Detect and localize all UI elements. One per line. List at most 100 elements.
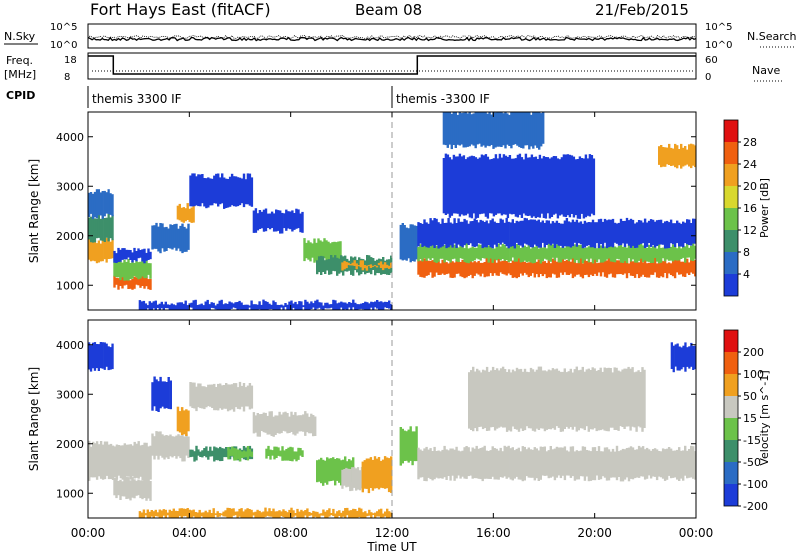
heatmap-cell	[486, 156, 490, 219]
heatmap-cell	[201, 450, 204, 458]
heatmap-cell	[464, 159, 468, 216]
heatmap-cell	[512, 158, 516, 215]
heatmap-cell	[91, 213, 95, 243]
heatmap-cell	[229, 449, 232, 456]
heatmap-cell	[356, 304, 359, 310]
heatmap-cell	[531, 243, 534, 264]
heatmap-cell	[545, 248, 548, 260]
heatmap-cell	[113, 258, 116, 277]
heatmap-cell	[239, 450, 242, 462]
heatmap-cell	[661, 261, 665, 278]
heatmap-cell	[370, 512, 373, 518]
heatmap-cell	[164, 509, 167, 518]
heatmap-cell	[374, 260, 377, 276]
heatmap-cell	[536, 112, 539, 148]
y-tick-label: 2000	[56, 438, 84, 451]
heatmap-cell	[475, 262, 478, 274]
heatmap-cell	[149, 251, 152, 260]
heatmap-cell	[242, 383, 246, 412]
heatmap-cell	[455, 246, 458, 262]
heatmap-cell	[127, 249, 130, 258]
heatmap-cell	[236, 302, 239, 310]
heatmap-cell	[482, 112, 485, 146]
heatmap-cell	[535, 220, 538, 246]
heatmap-cell	[500, 157, 504, 216]
heatmap-cell	[575, 366, 578, 432]
heatmap-cell	[527, 243, 530, 262]
heatmap-cell	[143, 476, 146, 498]
heatmap-cell	[653, 258, 657, 273]
heatmap-cell	[107, 346, 110, 371]
heatmap-cell	[456, 156, 460, 214]
heatmap-cell	[545, 220, 548, 245]
heatmap-cell	[234, 511, 237, 516]
heatmap-cell	[93, 240, 97, 262]
heatmap-cell	[450, 159, 454, 216]
x-axis-label: Time UT	[366, 540, 417, 554]
heatmap-cell	[137, 248, 140, 259]
heatmap-cell	[417, 247, 420, 262]
heatmap-cell	[260, 512, 263, 518]
heatmap-cell	[164, 301, 167, 309]
heatmap-cell	[435, 260, 438, 273]
heatmap-cell	[474, 157, 478, 219]
colorbar-swatch	[724, 440, 738, 462]
heatmap-cell	[222, 511, 225, 517]
heatmap-cell	[269, 449, 272, 460]
heatmap-cell	[643, 218, 647, 248]
heatmap-cell	[256, 213, 260, 231]
heatmap-cell	[621, 221, 625, 244]
heatmap-cell	[590, 155, 594, 214]
heatmap-cell	[605, 220, 609, 249]
heatmap-cell	[318, 302, 321, 308]
heatmap-cell	[577, 222, 581, 244]
heatmap-cell	[499, 246, 502, 261]
heatmap-cell	[447, 218, 450, 248]
heatmap-cell	[101, 342, 104, 369]
heatmap-cell	[258, 414, 261, 437]
heatmap-cell	[191, 173, 194, 207]
heatmap-cell	[495, 262, 498, 276]
heatmap-cell	[308, 416, 311, 434]
heatmap-cell	[282, 412, 285, 431]
heatmap-cell	[633, 258, 637, 278]
heatmap-cell	[218, 513, 221, 517]
heatmap-cell	[212, 508, 215, 518]
heatmap-cell	[228, 508, 231, 518]
heatmap-cell	[529, 219, 532, 248]
heatmap-cell	[182, 303, 185, 310]
heatmap-cell	[447, 246, 450, 261]
heatmap-cell	[155, 222, 158, 249]
heatmap-cell	[593, 258, 597, 274]
heatmap-cell	[351, 262, 354, 266]
heatmap-cell	[260, 211, 264, 229]
heatmap-cell	[193, 451, 196, 462]
heatmap-cell	[607, 258, 611, 275]
heatmap-cell	[185, 409, 188, 436]
heatmap-cell	[613, 222, 617, 243]
colorbar-tick-label: 4	[743, 268, 750, 281]
heatmap-cell	[246, 508, 249, 518]
heatmap-cell	[187, 436, 190, 458]
heatmap-cell	[92, 441, 95, 478]
heatmap-cell	[603, 367, 606, 431]
heatmap-cell	[302, 414, 305, 432]
heatmap-cell	[141, 480, 144, 500]
heatmap-cell	[546, 157, 550, 214]
heatmap-cell	[518, 112, 521, 148]
heatmap-cell	[655, 263, 659, 278]
heatmap-cell	[561, 223, 565, 248]
heatmap-cell	[460, 113, 463, 145]
heatmap-cell	[101, 214, 104, 241]
heatmap-cell	[163, 381, 166, 409]
heatmap-cell	[198, 304, 201, 310]
heatmap-cell	[348, 510, 351, 518]
heatmap-cell	[637, 370, 640, 427]
heatmap-cell	[157, 381, 160, 412]
heatmap-cell	[415, 225, 418, 260]
heatmap-cell	[310, 413, 313, 434]
heatmap-cell	[480, 112, 483, 147]
heatmap-cell	[88, 238, 91, 260]
heatmap-cell	[350, 256, 353, 275]
